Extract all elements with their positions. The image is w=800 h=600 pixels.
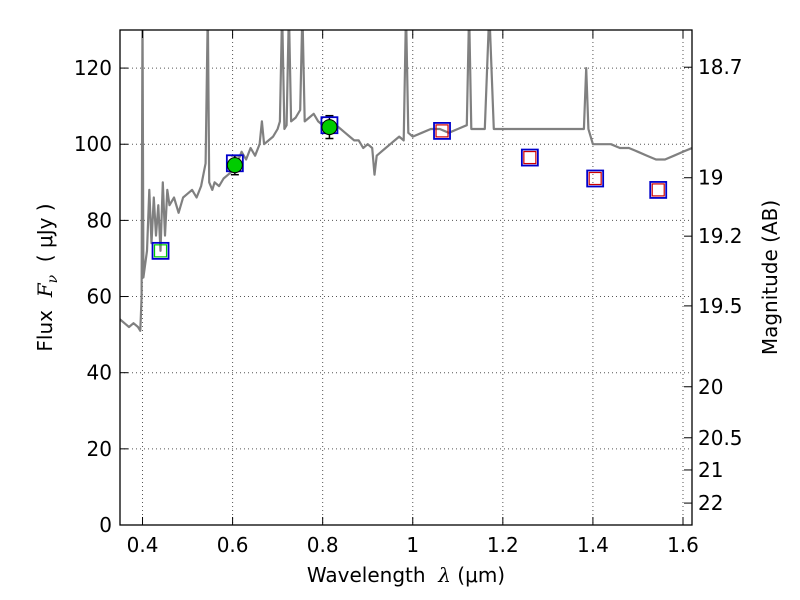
x-tick-label: 0.8 — [307, 533, 339, 557]
y2-tick-label: 19.5 — [698, 294, 743, 318]
y2-tick-label: 22 — [698, 491, 723, 515]
y-tick-label: 0 — [99, 513, 112, 537]
model-flux-box — [151, 241, 170, 260]
x-axis-title-units: (μm) — [451, 563, 505, 587]
y-axis-title-subscript: ν — [45, 274, 61, 283]
x-tick-label: 0.6 — [217, 533, 249, 557]
y2-tick-label: 18.7 — [698, 55, 743, 79]
plot-frame — [119, 29, 693, 526]
detection-marker — [226, 157, 243, 174]
x-axis-title-symbol: λ — [437, 563, 451, 587]
detection-marker — [321, 119, 338, 136]
observed-flux-box — [153, 244, 168, 258]
y-tick-label: 100 — [74, 132, 112, 156]
x-tick-label: 1.6 — [667, 533, 699, 557]
x-axis-title: Wavelength λ (μm) — [307, 563, 505, 587]
x-axis-title-prefix: Wavelength — [307, 563, 438, 587]
y2-tick-label: 20.5 — [698, 426, 743, 450]
y-tick-label: 40 — [87, 361, 112, 385]
y-axis-title: Flux Fν ( μJy ) — [33, 203, 61, 351]
y-axis-title-symbol: F — [33, 282, 57, 298]
y2-tick-label: 19.2 — [698, 224, 743, 248]
observed-flux-box — [523, 150, 537, 165]
model-flux-box — [433, 122, 451, 140]
observed-flux-box — [435, 124, 449, 138]
spectrum-line — [120, 30, 692, 332]
model-flux-box — [520, 148, 539, 167]
y-tick-label: 60 — [87, 285, 112, 309]
x-tick-label: 0.4 — [127, 533, 159, 557]
model-flux-box — [649, 181, 668, 199]
axis-ticks: 0.4 0.6 0.8 1 1.2 1.4 1.6 0 20 40 60 80 100 120 18.7 19… — [74, 30, 743, 557]
photometry-series — [151, 114, 668, 260]
y-tick-label: 20 — [87, 437, 112, 461]
y-axis-title-prefix: Flux — [33, 297, 57, 351]
observed-flux-box — [588, 171, 602, 186]
y-axis-title-units: ( μJy ) — [33, 203, 57, 275]
y2-tick-label: 20 — [698, 375, 723, 399]
observed-flux-box — [651, 183, 665, 197]
x-tick-label: 1.2 — [487, 533, 519, 557]
x-tick-label: 1 — [406, 533, 419, 557]
y-tick-label: 80 — [87, 208, 112, 232]
model-flux-box — [586, 169, 605, 188]
y-tick-label: 120 — [74, 56, 112, 80]
y2-axis-title: Magnitude (AB) — [758, 200, 782, 355]
y2-tick-label: 21 — [698, 458, 723, 482]
y2-tick-label: 19 — [698, 166, 723, 190]
spectrum-series — [120, 30, 692, 332]
x-tick-label: 1.4 — [577, 533, 609, 557]
